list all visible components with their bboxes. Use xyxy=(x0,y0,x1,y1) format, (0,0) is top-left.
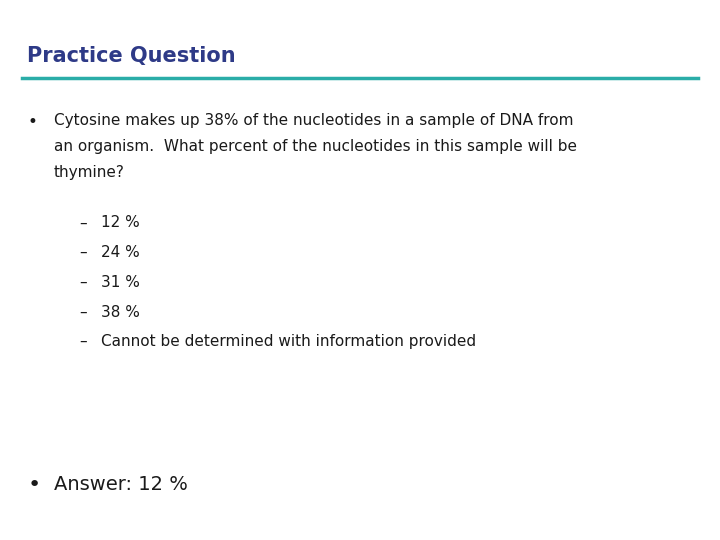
Text: an organism.  What percent of the nucleotides in this sample will be: an organism. What percent of the nucleot… xyxy=(54,139,577,154)
Text: Cannot be determined with information provided: Cannot be determined with information pr… xyxy=(101,334,476,349)
Text: •: • xyxy=(27,475,40,495)
Text: Cytosine makes up 38% of the nucleotides in a sample of DNA from: Cytosine makes up 38% of the nucleotides… xyxy=(54,113,574,129)
Text: 31 %: 31 % xyxy=(101,275,140,290)
Text: Answer: 12 %: Answer: 12 % xyxy=(54,475,188,494)
Text: –: – xyxy=(79,305,87,320)
Text: thymine?: thymine? xyxy=(54,165,125,180)
Text: 38 %: 38 % xyxy=(101,305,140,320)
Text: –: – xyxy=(79,275,87,290)
Text: 24 %: 24 % xyxy=(101,245,140,260)
Text: Practice Question: Practice Question xyxy=(27,46,236,66)
Text: –: – xyxy=(79,334,87,349)
Text: –: – xyxy=(79,245,87,260)
Text: •: • xyxy=(27,113,37,131)
Text: –: – xyxy=(79,215,87,231)
Text: 12 %: 12 % xyxy=(101,215,140,231)
